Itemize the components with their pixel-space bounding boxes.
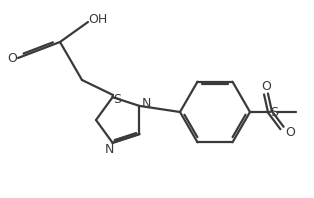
Text: O: O	[261, 80, 271, 92]
Text: O: O	[285, 126, 295, 138]
Text: S: S	[113, 92, 121, 106]
Text: OH: OH	[88, 12, 108, 26]
Text: N: N	[105, 143, 114, 156]
Text: S: S	[270, 106, 278, 118]
Text: N: N	[142, 97, 151, 110]
Text: O: O	[7, 51, 17, 65]
